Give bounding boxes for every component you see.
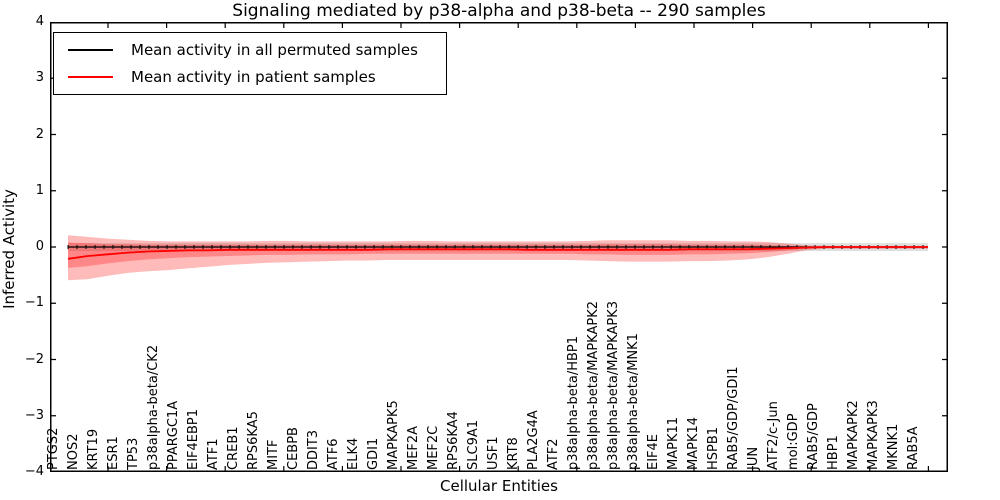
y-tick-label: 3	[35, 70, 44, 86]
x-tick-label: ELK4	[345, 437, 361, 470]
x-tick-label: p38alpha-beta/MNK1	[625, 333, 641, 470]
y-tick-label: 0	[35, 239, 44, 254]
x-tick-label: RPS6KA4	[445, 411, 461, 470]
x-tick-label: TP53	[125, 437, 141, 470]
x-tick-label: p38alpha-beta/HBP1	[565, 335, 581, 470]
black-line-sample-icon	[68, 49, 113, 52]
y-tick-label: 1	[35, 182, 44, 198]
x-tick-label: DDIT3	[305, 429, 321, 470]
x-tick-label: ATF1	[205, 438, 221, 470]
legend: Mean activity in all permuted samples Me…	[53, 32, 447, 95]
x-tick-label: mol:GDP	[785, 413, 801, 470]
x-tick-label: MAPKAPK2	[845, 400, 861, 470]
y-tick-label: −4	[24, 464, 44, 479]
x-tick-label: SLC9A1	[465, 419, 481, 470]
y-tick-label: 2	[35, 126, 44, 142]
x-tick-label: MAPK14	[685, 416, 701, 470]
x-tick-label: MEF2C	[425, 425, 441, 470]
x-tick-label: ATF6	[325, 438, 341, 470]
x-tick-label: NOS2	[65, 433, 81, 470]
x-tick-label: RAB5A	[905, 426, 921, 470]
x-tick-label: MAPK11	[665, 416, 681, 470]
x-tick-label: EIF4EBP1	[185, 408, 201, 470]
plot-area	[50, 22, 948, 472]
y-tick-label: −1	[24, 295, 44, 311]
legend-item-patient: Mean activity in patient samples	[64, 64, 436, 90]
x-tick-label: MKNK1	[885, 423, 901, 470]
y-tick-label: −3	[24, 407, 44, 423]
x-tick-label: MAPKAPK3	[865, 400, 881, 470]
x-tick-label: RAB5/GDP/GDI1	[725, 366, 741, 470]
legend-item-permuted: Mean activity in all permuted samples	[64, 37, 436, 63]
x-tick-label: p38alpha-beta/CK2	[145, 344, 161, 470]
x-tick-label: ATF2/c-Jun	[765, 401, 781, 470]
x-tick-label: PLA2G4A	[525, 410, 541, 470]
y-axis-label: Inferred Activity	[0, 189, 18, 309]
legend-label-permuted: Mean activity in all permuted samples	[131, 41, 418, 60]
x-tick-label: HBP1	[825, 435, 841, 470]
x-tick-label: HSPB1	[705, 426, 721, 470]
x-tick-label: MAPKAPK5	[385, 400, 401, 470]
y-tick-label: 4	[35, 14, 44, 29]
x-tick-label: PTGS2	[45, 427, 61, 470]
x-tick-label: RPS6KA5	[245, 411, 261, 470]
x-tick-label: KRT8	[505, 437, 521, 470]
x-axis-label: Cellular Entities	[440, 477, 558, 495]
red-line-sample-icon	[68, 75, 113, 78]
x-tick-label: MEF2A	[405, 425, 421, 470]
x-tick-label: ESR1	[105, 436, 121, 470]
x-tick-label: EIF4E	[645, 433, 661, 470]
x-tick-label: ATF2	[545, 438, 561, 470]
x-tick-label: MITF	[265, 439, 281, 470]
x-tick-label: p38alpha-beta/MAPKAPK3	[605, 301, 621, 470]
x-tick-label: RAB5/GDP	[805, 403, 821, 470]
x-tick-label: GDI1	[365, 437, 381, 470]
legend-label-patient: Mean activity in patient samples	[131, 67, 376, 86]
x-tick-label: JUN	[745, 446, 761, 470]
x-tick-label: CEBPB	[285, 427, 301, 470]
x-tick-label: KRT19	[85, 428, 101, 470]
y-tick-label: −2	[24, 351, 44, 367]
x-tick-label: USF1	[485, 436, 501, 470]
chart-title: Signaling mediated by p38-alpha and p38-…	[232, 1, 766, 21]
x-tick-label: p38alpha-beta/MAPKAPK2	[585, 301, 601, 470]
x-tick-label: CREB1	[225, 426, 241, 470]
x-tick-label: PPARGC1A	[165, 400, 181, 470]
